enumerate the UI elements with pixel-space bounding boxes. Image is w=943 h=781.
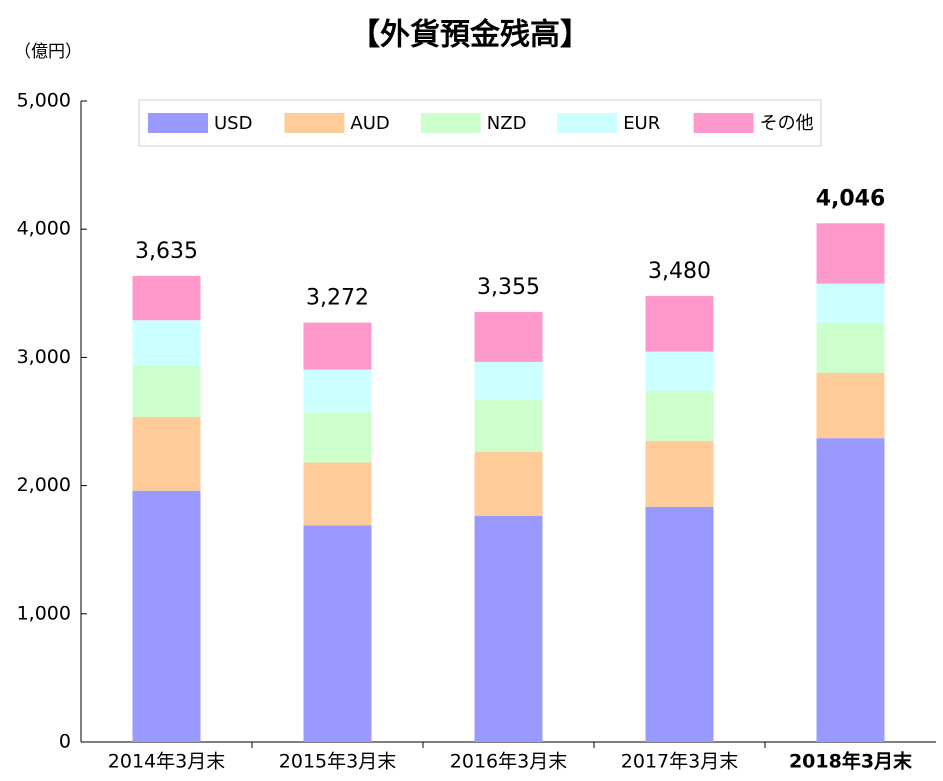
x-tick-label: 2016年3月末 — [450, 751, 567, 773]
y-tick-label: 4,000 — [17, 218, 71, 240]
bar-segment — [132, 275, 201, 321]
bar-segment — [816, 372, 885, 439]
bar-segment — [816, 438, 885, 742]
legend-swatch — [557, 113, 618, 133]
x-tick-label: 2015年3月末 — [279, 751, 396, 773]
y-axis-label: （億円） — [14, 42, 82, 62]
bar-segment — [474, 451, 543, 516]
bar-segment — [645, 390, 714, 441]
bar-segment — [645, 351, 714, 391]
bar-segment — [474, 515, 543, 742]
bar-segment — [474, 399, 543, 452]
y-tick-label: 2,000 — [17, 474, 71, 496]
x-tick-label: 2014年3月末 — [108, 751, 225, 773]
total-label: 3,635 — [135, 239, 198, 264]
y-tick-label: 5,000 — [17, 90, 71, 112]
bar-segment — [474, 311, 543, 362]
y-tick-label: 3,000 — [17, 346, 71, 368]
bar-segment — [645, 440, 714, 507]
bar-segment — [132, 365, 201, 418]
bar-segment — [816, 283, 885, 323]
bar-segment — [132, 320, 201, 366]
total-label: 3,480 — [648, 259, 711, 284]
legend-swatch — [148, 113, 208, 133]
bar-segment — [816, 322, 885, 373]
bar-segment — [303, 525, 372, 742]
bar-segment — [474, 361, 543, 400]
chart-title: 【外貨預金残高】 — [350, 18, 590, 53]
legend-swatch — [420, 113, 481, 133]
legend-swatch — [284, 113, 345, 133]
legend-label: USD — [214, 113, 252, 134]
bar-segment — [303, 462, 372, 526]
legend-swatch — [693, 113, 754, 133]
y-tick-label: 1,000 — [17, 602, 71, 624]
legend-label: NZD — [487, 113, 527, 134]
bar-segment — [132, 417, 201, 491]
bar-segment — [645, 506, 714, 742]
bar-segment — [132, 490, 201, 742]
total-label: 3,355 — [477, 275, 540, 300]
bar-segment — [303, 322, 372, 370]
total-label: 4,046 — [816, 186, 886, 211]
y-tick-label: 0 — [59, 731, 71, 753]
legend-label: EUR — [623, 113, 660, 134]
total-label: 3,272 — [306, 286, 369, 311]
bar-segment — [816, 223, 885, 284]
bar-segment — [303, 369, 372, 413]
legend-label: その他 — [760, 113, 814, 134]
x-tick-label: 2018年3月末 — [789, 750, 913, 773]
bar-segment — [645, 295, 714, 352]
bar-segment — [303, 412, 372, 463]
x-tick-label: 2017年3月末 — [621, 751, 738, 773]
legend-label: AUD — [350, 113, 389, 134]
